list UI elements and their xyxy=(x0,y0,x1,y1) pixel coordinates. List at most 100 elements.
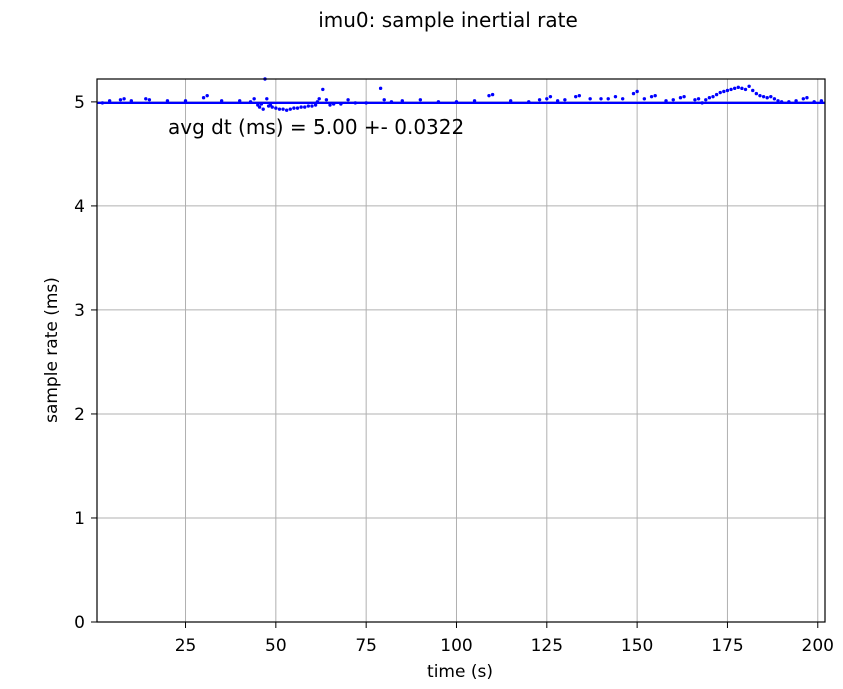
data-point xyxy=(248,100,253,104)
x-axis-label: time (s) xyxy=(427,662,493,682)
data-point xyxy=(277,107,282,111)
x-tick-label: 25 xyxy=(175,636,197,656)
data-point xyxy=(418,98,423,102)
chart-title: imu0: sample inertial rate xyxy=(318,8,578,32)
data-point xyxy=(389,100,394,104)
data-point xyxy=(328,103,332,107)
y-axis-ticks: 0 1 2 3 4 5 xyxy=(74,93,97,633)
data-point xyxy=(765,96,769,100)
data-point xyxy=(805,96,809,100)
data-point xyxy=(353,101,358,105)
data-point xyxy=(819,99,824,103)
data-point xyxy=(747,84,751,88)
data-point xyxy=(315,100,320,104)
y-tick-label: 4 xyxy=(74,197,85,217)
data-point xyxy=(147,98,152,102)
y-tick-label: 0 xyxy=(74,613,85,633)
data-point xyxy=(107,99,112,103)
data-point xyxy=(740,86,744,91)
data-point xyxy=(265,97,269,101)
data-points xyxy=(100,77,824,112)
data-point xyxy=(321,87,325,92)
y-tick-label: 3 xyxy=(74,301,85,321)
data-point xyxy=(292,106,296,110)
data-point xyxy=(776,99,780,103)
data-point xyxy=(400,99,404,103)
data-point xyxy=(635,89,639,94)
data-point xyxy=(577,93,582,98)
data-point xyxy=(317,97,321,101)
data-point xyxy=(751,88,755,93)
data-point xyxy=(700,101,704,105)
data-point xyxy=(812,100,816,104)
data-point xyxy=(201,96,206,100)
data-point xyxy=(306,104,311,108)
data-point xyxy=(324,98,329,102)
grid-lines xyxy=(97,79,825,623)
y-tick-label: 2 xyxy=(74,405,85,425)
data-point xyxy=(100,101,105,105)
data-point xyxy=(165,99,170,103)
y-axis-label: sample rate (ms) xyxy=(42,277,62,423)
data-point xyxy=(295,106,300,110)
data-point xyxy=(487,93,491,98)
data-point xyxy=(364,101,368,105)
x-axis-ticks: 25 50 75 100 125 150 175 200 xyxy=(175,622,834,656)
data-point xyxy=(339,102,343,106)
data-point xyxy=(787,100,791,104)
data-point xyxy=(711,94,715,99)
data-point xyxy=(725,88,730,93)
data-point xyxy=(653,93,657,98)
data-point xyxy=(729,87,733,92)
data-point xyxy=(555,99,560,103)
data-point xyxy=(454,100,459,104)
data-point xyxy=(122,97,126,101)
data-point xyxy=(257,105,262,109)
x-tick-label: 175 xyxy=(711,636,743,656)
data-point xyxy=(801,97,806,101)
data-point xyxy=(682,94,686,99)
data-point xyxy=(772,97,777,101)
data-point xyxy=(714,92,719,97)
data-point xyxy=(664,99,668,103)
data-point xyxy=(588,97,592,101)
data-point xyxy=(613,94,618,99)
data-point xyxy=(794,99,798,103)
data-point xyxy=(129,99,134,103)
data-point xyxy=(761,94,766,99)
data-point xyxy=(704,98,708,102)
data-point xyxy=(649,94,654,99)
data-point xyxy=(769,94,773,99)
x-tick-label: 150 xyxy=(621,636,653,656)
data-point xyxy=(743,87,748,92)
data-point xyxy=(599,97,603,101)
data-point xyxy=(378,86,383,91)
data-point xyxy=(722,89,726,94)
data-point xyxy=(732,86,737,91)
x-tick-label: 100 xyxy=(440,636,472,656)
data-point xyxy=(678,96,683,100)
data-point xyxy=(288,107,292,111)
data-point xyxy=(259,102,264,106)
data-point xyxy=(642,97,647,101)
data-point xyxy=(718,90,722,95)
data-point xyxy=(527,100,531,104)
data-point xyxy=(261,107,265,111)
data-point xyxy=(472,99,477,103)
data-point xyxy=(436,100,441,104)
data-point xyxy=(281,107,285,111)
data-point xyxy=(671,98,675,102)
data-point xyxy=(754,91,759,96)
y-tick-label: 1 xyxy=(74,509,85,529)
data-point xyxy=(382,98,386,102)
data-point xyxy=(346,98,350,102)
x-tick-label: 50 xyxy=(265,636,287,656)
data-point xyxy=(736,85,740,90)
data-point xyxy=(205,93,209,98)
data-point xyxy=(313,103,318,107)
data-point xyxy=(631,91,636,96)
data-point xyxy=(707,96,712,100)
data-point xyxy=(144,97,148,101)
data-point xyxy=(563,98,567,102)
